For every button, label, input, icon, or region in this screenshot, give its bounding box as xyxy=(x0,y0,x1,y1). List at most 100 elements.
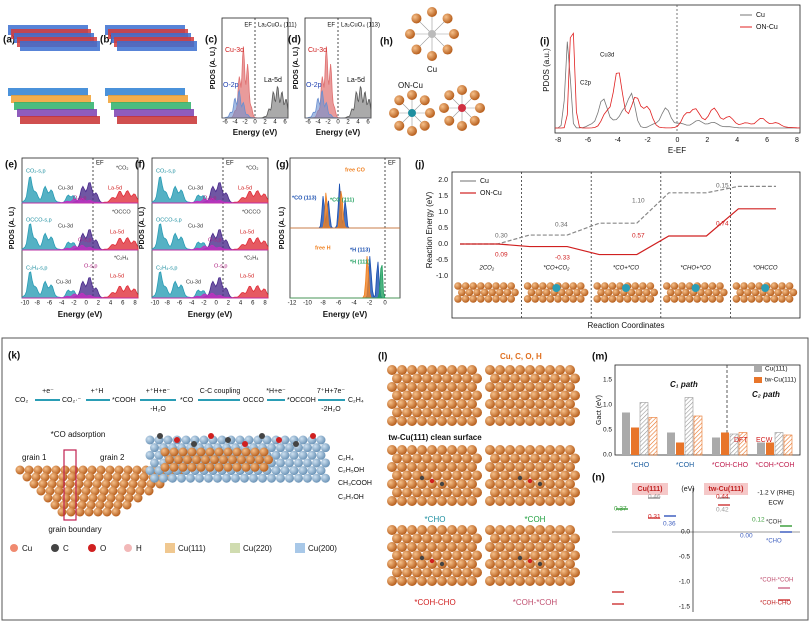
adsorbate xyxy=(439,481,445,487)
label: (k) xyxy=(8,351,20,362)
atom xyxy=(545,399,555,409)
atom xyxy=(472,567,482,578)
atom xyxy=(540,487,550,498)
y-tick-label: -1.5 xyxy=(679,604,691,611)
atom xyxy=(467,365,477,375)
atom xyxy=(510,567,520,578)
atom xyxy=(93,507,103,517)
atom xyxy=(111,507,121,517)
atom xyxy=(407,445,417,455)
legend-swatch xyxy=(295,543,305,553)
atom xyxy=(490,550,500,561)
x-tick-label: 2 xyxy=(705,137,709,144)
label: grain 2 xyxy=(100,453,125,462)
atom xyxy=(437,542,447,552)
label: La-5d xyxy=(347,77,365,84)
label: *CO xyxy=(180,397,194,404)
atom xyxy=(505,496,515,506)
atom xyxy=(412,567,422,578)
adsorbate xyxy=(293,441,299,447)
atom xyxy=(427,542,437,552)
atom xyxy=(259,447,269,457)
atom xyxy=(535,525,545,535)
atom xyxy=(397,542,407,552)
label: free CO xyxy=(345,167,366,173)
atom xyxy=(437,399,447,409)
atom xyxy=(540,407,550,418)
atom xyxy=(387,365,397,375)
atom xyxy=(755,282,763,290)
atom xyxy=(565,479,575,489)
atom xyxy=(500,390,510,401)
label: PDOS (A. U.) xyxy=(293,47,300,89)
label: La-5d xyxy=(264,77,282,84)
atom xyxy=(550,407,560,418)
atom xyxy=(555,365,565,375)
atom xyxy=(467,382,477,392)
bar xyxy=(648,417,658,456)
atom xyxy=(550,550,560,561)
label: C₂H₄ xyxy=(338,455,354,462)
atom xyxy=(417,399,427,409)
atom xyxy=(520,390,530,401)
atom xyxy=(454,295,462,303)
atom xyxy=(74,479,84,489)
atom xyxy=(545,576,555,586)
atom xyxy=(555,496,565,506)
atom xyxy=(540,390,550,401)
atom xyxy=(500,453,510,464)
atom xyxy=(555,445,565,455)
atom xyxy=(51,465,61,475)
atom xyxy=(267,443,276,453)
atom xyxy=(219,455,228,465)
atom xyxy=(530,390,540,401)
atom xyxy=(555,576,565,586)
atom xyxy=(639,282,647,290)
atom xyxy=(570,390,580,401)
atom xyxy=(437,416,447,426)
x-tick-label: -4 xyxy=(615,137,621,144)
y-tick-label: 0.0 xyxy=(603,452,612,459)
atom xyxy=(442,533,452,544)
atom xyxy=(417,525,427,535)
atom xyxy=(477,295,485,303)
adsorbate xyxy=(691,284,700,292)
adsorbate xyxy=(259,433,265,439)
bar xyxy=(693,415,703,456)
label: O-s,p xyxy=(214,263,227,269)
atom xyxy=(397,576,407,586)
x-tick-label: 6 xyxy=(251,301,255,307)
atom xyxy=(484,295,493,303)
atom xyxy=(447,542,457,552)
y-tick-label: -1.0 xyxy=(679,579,691,586)
atom xyxy=(43,493,53,503)
atom xyxy=(312,473,321,483)
y-tick-label: 0.0 xyxy=(681,529,690,536)
atom xyxy=(755,295,763,303)
legend-label: ON-Cu xyxy=(756,24,778,31)
atom xyxy=(316,450,326,460)
x-tick-label: 6 xyxy=(121,301,125,307)
atom xyxy=(545,525,555,535)
atom xyxy=(50,500,60,510)
label: C₂H₄-s,p xyxy=(26,265,48,271)
atom xyxy=(472,487,482,498)
atom xyxy=(525,576,535,586)
label: ON-Cu xyxy=(398,81,423,90)
atom xyxy=(402,470,412,481)
atom xyxy=(407,462,417,472)
atom xyxy=(387,416,397,426)
atom xyxy=(457,559,467,569)
atom xyxy=(52,493,62,503)
atom xyxy=(503,288,512,297)
label: C₂H₅OH xyxy=(338,467,364,474)
atom xyxy=(237,455,246,465)
label: (d) xyxy=(288,35,301,46)
atom xyxy=(321,443,330,453)
grain-boundary-box xyxy=(63,449,77,521)
atom xyxy=(510,390,520,401)
atom xyxy=(128,479,138,489)
atom xyxy=(427,445,437,455)
atom xyxy=(397,496,407,506)
label: E-EF xyxy=(668,146,686,155)
